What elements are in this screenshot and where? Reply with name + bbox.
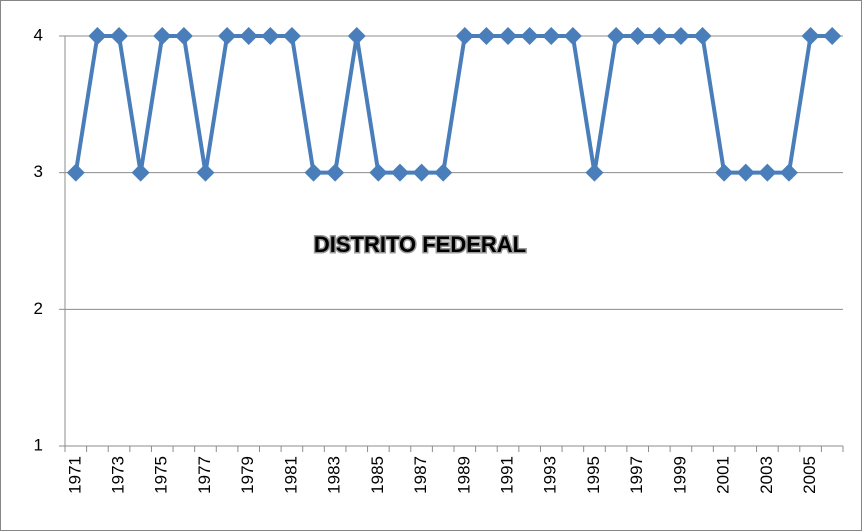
marker: [131, 163, 150, 182]
marker: [88, 27, 107, 45]
marker: [650, 27, 669, 45]
x-tick-label: 1989: [454, 456, 473, 494]
x-tick-label: 2005: [800, 456, 819, 494]
marker: [563, 27, 582, 45]
marker: [736, 163, 755, 182]
marker: [153, 27, 172, 45]
marker: [412, 163, 431, 182]
marker: [693, 27, 712, 45]
marker: [628, 27, 647, 45]
marker: [174, 27, 193, 45]
x-tick-label: 1997: [627, 456, 646, 494]
marker: [434, 163, 453, 182]
marker: [110, 27, 129, 45]
marker: [499, 27, 518, 45]
x-tick-label: 1985: [368, 456, 387, 494]
marker: [347, 27, 366, 45]
y-tick-label: 3: [34, 162, 43, 181]
marker: [390, 163, 409, 182]
annotation: DISTRITO FEDERAL: [314, 232, 526, 257]
y-tick-label: 2: [34, 299, 43, 318]
marker: [304, 163, 323, 182]
marker: [239, 27, 258, 45]
y-tick-label: 1: [34, 435, 43, 454]
marker: [282, 27, 301, 45]
x-tick-label: 2003: [757, 456, 776, 494]
y-tick-label: 4: [34, 25, 43, 44]
marker: [715, 163, 734, 182]
marker: [801, 27, 820, 45]
marker: [520, 27, 539, 45]
marker: [585, 163, 604, 182]
x-tick-label: 1973: [109, 456, 128, 494]
marker: [671, 27, 690, 45]
x-tick-label: 1971: [65, 456, 84, 494]
x-tick-label: 1979: [238, 456, 257, 494]
line: [73, 34, 833, 175]
marker: [477, 27, 496, 45]
marker: [261, 27, 280, 45]
x-tick-label: 1991: [498, 456, 517, 494]
marker: [369, 163, 388, 182]
x-tick-label: 1993: [541, 456, 560, 494]
x-tick-label: 2001: [714, 456, 733, 494]
x-tick-label: 1977: [195, 456, 214, 494]
marker: [196, 163, 215, 182]
marker: [66, 163, 85, 182]
x-tick-label: 1983: [325, 456, 344, 494]
x-tick-label: 1995: [584, 456, 603, 494]
x-tick-label: 1981: [281, 456, 300, 494]
marker: [758, 163, 777, 182]
marker: [218, 27, 237, 45]
marker: [823, 27, 842, 45]
marker: [779, 163, 798, 182]
x-tick-label: 1987: [411, 456, 430, 494]
marker: [542, 27, 561, 45]
marker: [607, 27, 626, 45]
marker: [326, 163, 345, 182]
x-tick-label: 1999: [670, 456, 689, 494]
marker: [455, 27, 474, 45]
x-tick-label: 1975: [152, 456, 171, 494]
